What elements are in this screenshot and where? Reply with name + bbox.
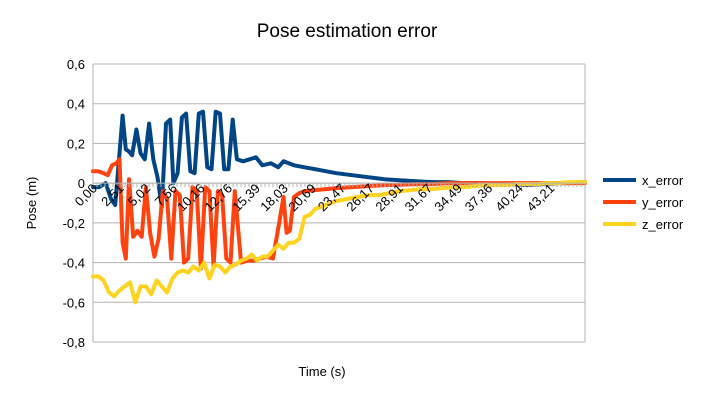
- y-tick-label: 0: [78, 176, 85, 191]
- y-tick-label: -0,4: [63, 256, 85, 271]
- y-tick-label: -0,6: [63, 295, 85, 310]
- x-tick-label: 15,39: [229, 181, 263, 215]
- legend: x_error y_error z_error: [603, 173, 684, 232]
- series-line-y-error: [91, 157, 587, 271]
- series-line-x-error: [91, 109, 587, 209]
- y-tick-label: 0,4: [67, 97, 85, 112]
- series-lines: [91, 109, 587, 305]
- legend-label: x_error: [642, 173, 684, 188]
- series-line-z-error: [91, 180, 587, 305]
- y-tick-label: -0,8: [63, 335, 85, 350]
- y-tick-label: 0,2: [67, 136, 85, 151]
- legend-label: y_error: [642, 195, 684, 210]
- y-axis-label: Pose (m): [24, 177, 39, 230]
- chart-title: Pose estimation error: [257, 21, 438, 42]
- x-tick-label: 0,00: [72, 181, 101, 210]
- y-tick-label: -0,2: [63, 216, 85, 231]
- legend-label: z_error: [642, 217, 684, 232]
- y-tick-label: 0,6: [67, 57, 85, 72]
- x-axis-label: Time (s): [298, 364, 345, 379]
- y-tick-labels: 0,6 0,4 0,2 0 -0,2 -0,4 -0,6 -0,8: [63, 57, 85, 350]
- x-axis: [92, 182, 586, 188]
